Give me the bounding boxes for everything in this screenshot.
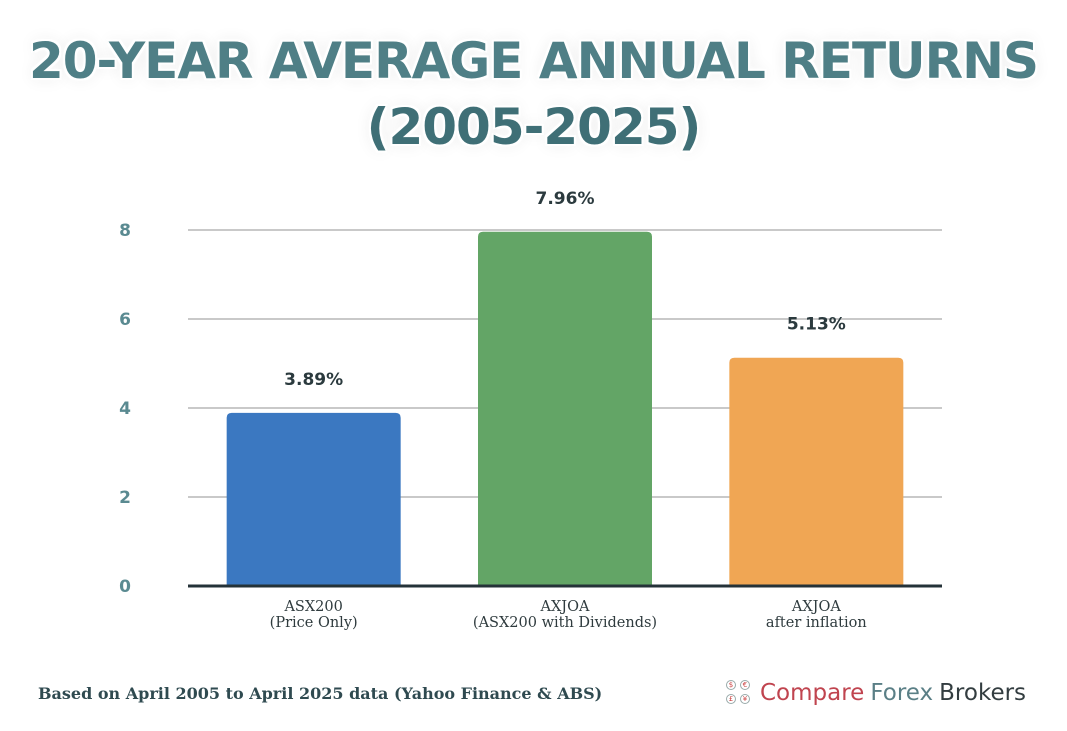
bar-3 bbox=[729, 357, 904, 586]
y-tick-label-8: 8 bbox=[119, 221, 131, 241]
source-note: Based on April 2005 to April 2025 data (… bbox=[38, 684, 603, 703]
data-label-1: 3.89% bbox=[284, 370, 343, 390]
data-label-3: 5.13% bbox=[787, 315, 846, 335]
coins-logo-icon: $ € £ ¥ bbox=[726, 680, 752, 706]
x-tick-label-3-line1: AXJOA bbox=[791, 599, 841, 615]
bar-1 bbox=[226, 412, 401, 586]
y-tick-label-4: 4 bbox=[119, 399, 131, 419]
chart-title-line2: (2005-2025) bbox=[366, 98, 702, 156]
x-tick-label-3-line2: after inflation bbox=[766, 615, 867, 631]
y-tick-label-0: 0 bbox=[119, 577, 131, 597]
y-tick-label-2: 2 bbox=[119, 488, 131, 508]
data-label-2: 7.96% bbox=[536, 189, 595, 209]
brand-word-compare: Compare bbox=[760, 680, 865, 706]
chart-title-line1: 20-YEAR AVERAGE ANNUAL RETURNS bbox=[28, 32, 1039, 90]
brand-logo: $ € £ ¥ Compare Forex Brokers bbox=[726, 680, 1026, 706]
brand-word-brokers: Brokers bbox=[939, 680, 1027, 706]
x-tick-label-1-line2: (Price Only) bbox=[270, 615, 358, 631]
x-tick-label-1-line1: ASX200 bbox=[283, 599, 342, 615]
x-tick-label-2-line1: AXJOA bbox=[540, 599, 590, 615]
bar-2 bbox=[478, 231, 652, 586]
brand-word-forex: Forex bbox=[870, 680, 934, 706]
chart-title: 20-YEAR AVERAGE ANNUAL RETURNS (2005-202… bbox=[0, 28, 1067, 160]
y-tick-label-6: 6 bbox=[119, 310, 131, 330]
x-tick-label-2-line2: (ASX200 with Dividends) bbox=[473, 615, 657, 631]
